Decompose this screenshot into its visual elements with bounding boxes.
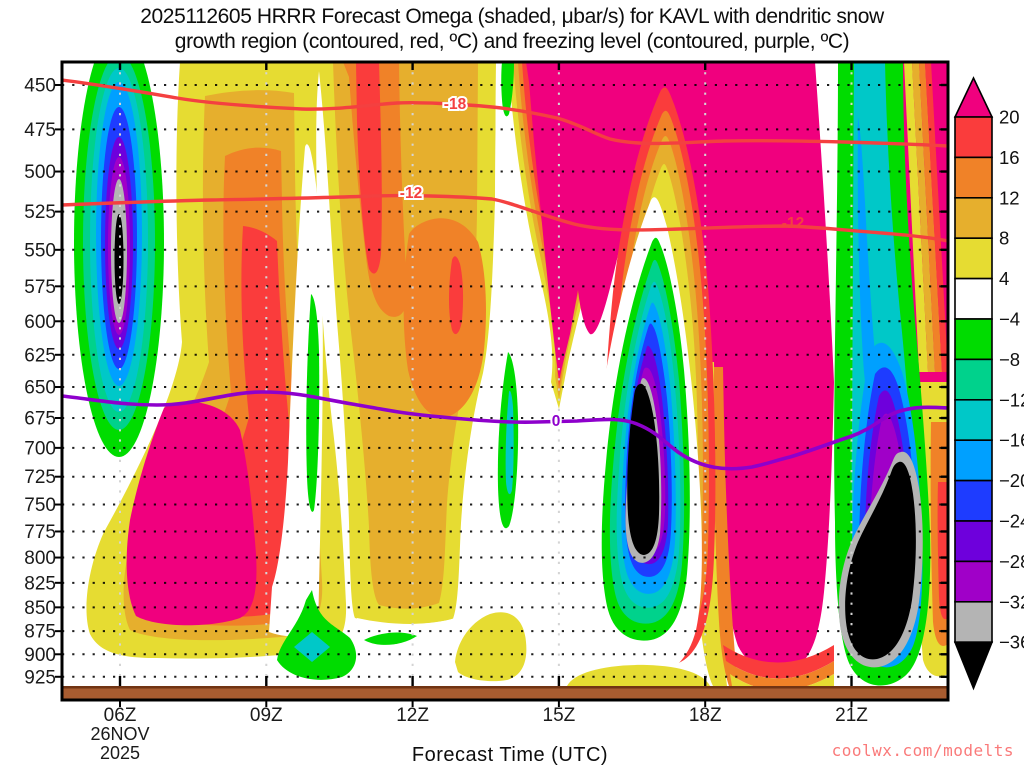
y-tick-label: 750 [24, 495, 56, 516]
colorbar-segment [955, 198, 992, 238]
colorbar-omega-scale: 20 16 12 8 4 −4 −8 −12 −16 −20 −24 −28 −32 −36 [955, 78, 1024, 688]
y-tick-label: 875 [24, 622, 56, 643]
colorbar-arrow-top [955, 78, 992, 117]
y-tick-label: 550 [24, 240, 56, 261]
y-tick-label: 675 [24, 409, 56, 430]
colorbar-level-label: 4 [999, 268, 1009, 289]
colorbar-level-label: −4 [999, 309, 1020, 330]
y-tick-label: 525 [24, 202, 56, 223]
y-tick-label: 600 [24, 312, 56, 333]
contour-label: -18 [444, 96, 467, 113]
colorbar-level-label: 20 [999, 107, 1020, 128]
colorbar-level-label: 12 [999, 187, 1020, 208]
colorbar-segment [955, 359, 992, 399]
y-axis-pressure: 450 475 500 525 550 575 600 625 650 675 700 725 750 7… [24, 76, 62, 689]
colorbar-level-label: −12 [999, 389, 1024, 410]
omega-cross-section-figure: -18 -12 -12 0 450 475 500 525 550 575 600 625 650 67… [0, 0, 1024, 768]
y-tick-label: 475 [24, 120, 56, 141]
colorbar-level-label: −20 [999, 470, 1024, 491]
y-tick-label: 850 [24, 598, 56, 619]
y-tick-label: 650 [24, 378, 56, 399]
colorbar-segment [955, 117, 992, 157]
x-axis-title: Forecast Time (UTC) [320, 744, 700, 767]
y-tick-label: 825 [24, 573, 56, 594]
colorbar-level-label: −32 [999, 591, 1024, 612]
x-tick-label: 12Z [396, 705, 429, 726]
x-tick-label: 18Z [689, 705, 722, 726]
contour-label: -12 [782, 215, 804, 232]
colorbar-arrow-bottom [955, 642, 992, 688]
colorbar-segment [955, 238, 992, 278]
contour-label: -12 [400, 185, 422, 202]
y-tick-label: 925 [24, 667, 56, 688]
x-axis-date: 26NOV [90, 724, 149, 744]
colorbar-level-label: 8 [999, 228, 1009, 249]
colorbar-segment [955, 481, 992, 521]
contour-band [115, 214, 124, 304]
y-tick-label: 500 [24, 162, 56, 183]
colorbar-level-label: −24 [999, 511, 1024, 532]
y-tick-label: 775 [24, 522, 56, 543]
y-tick-label: 900 [24, 645, 56, 666]
colorbar-segment [955, 440, 992, 480]
x-tick-label: 15Z [543, 705, 576, 726]
y-tick-label: 700 [24, 438, 56, 459]
colorbar-segment [955, 279, 992, 319]
x-tick-label: 21Z [835, 705, 868, 726]
watermark-link[interactable]: coolwx.com/modelts [832, 741, 1014, 760]
colorbar-segment [955, 602, 992, 642]
contour-band [404, 218, 486, 417]
colorbar-segment [955, 319, 992, 359]
x-tick-label: 09Z [250, 705, 283, 726]
contour-label: 0 [552, 413, 561, 430]
colorbar-segment [955, 157, 992, 197]
shaded-omega-field: -18 -12 -12 0 [62, 27, 948, 700]
y-tick-label: 575 [24, 277, 56, 298]
colorbar-level-label: 16 [999, 147, 1020, 168]
x-axis-date: 2025 [100, 743, 140, 763]
colorbar-level-label: −36 [999, 632, 1024, 653]
colorbar-level-label: −28 [999, 551, 1024, 572]
x-tick-label: 06Z [104, 705, 137, 726]
colorbar-level-label: −16 [999, 430, 1024, 451]
y-tick-label: 800 [24, 548, 56, 569]
colorbar-segment [955, 400, 992, 440]
contour-band [938, 482, 948, 619]
colorbar-segment [955, 561, 992, 601]
y-tick-label: 625 [24, 345, 56, 366]
y-tick-label: 450 [24, 76, 56, 97]
colorbar-segment [955, 521, 992, 561]
surface-terrain-edge [62, 686, 948, 689]
y-tick-label: 725 [24, 467, 56, 488]
colorbar-level-label: −8 [999, 349, 1020, 370]
